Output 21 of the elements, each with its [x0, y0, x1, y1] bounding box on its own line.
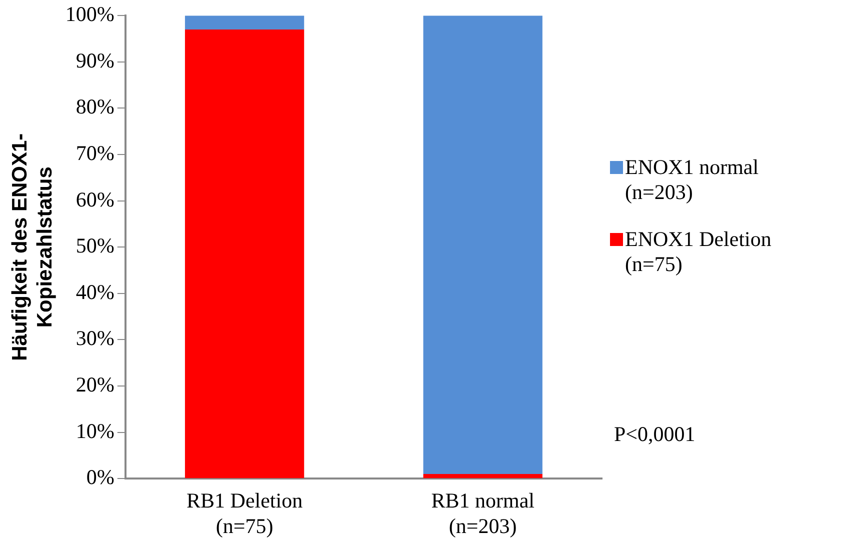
y-tick-label: 100% — [65, 2, 114, 26]
y-tick-label: 70% — [76, 141, 114, 166]
bar — [423, 16, 542, 474]
y-axis-title: Häufigkeit des ENOX1- Kopiezahlstatus — [8, 133, 57, 361]
bar — [184, 29, 304, 478]
y-tick-label: 40% — [76, 280, 114, 304]
y-tick-label: 10% — [76, 418, 114, 443]
y-tick-label: 50% — [76, 234, 114, 258]
y-tick-label: 20% — [76, 372, 114, 397]
bar — [423, 474, 542, 478]
legend-label: ENOX1 Deletion (n=75) — [625, 227, 772, 277]
y-tick-label: 60% — [76, 187, 114, 212]
y-tick-label: 0% — [86, 465, 114, 490]
text: P<0,0001 — [614, 422, 696, 447]
legend-label: ENOX1 normal (n=203) — [625, 155, 759, 205]
y-tick-label: 90% — [76, 48, 114, 72]
x-tick-label: RB1 Deletion (n=75) — [186, 488, 304, 538]
y-tick-label: 30% — [76, 326, 114, 350]
y-tick-label: 80% — [76, 94, 114, 119]
x-tick-label: RB1 normal (n=203) — [431, 488, 535, 538]
bar — [184, 16, 304, 30]
